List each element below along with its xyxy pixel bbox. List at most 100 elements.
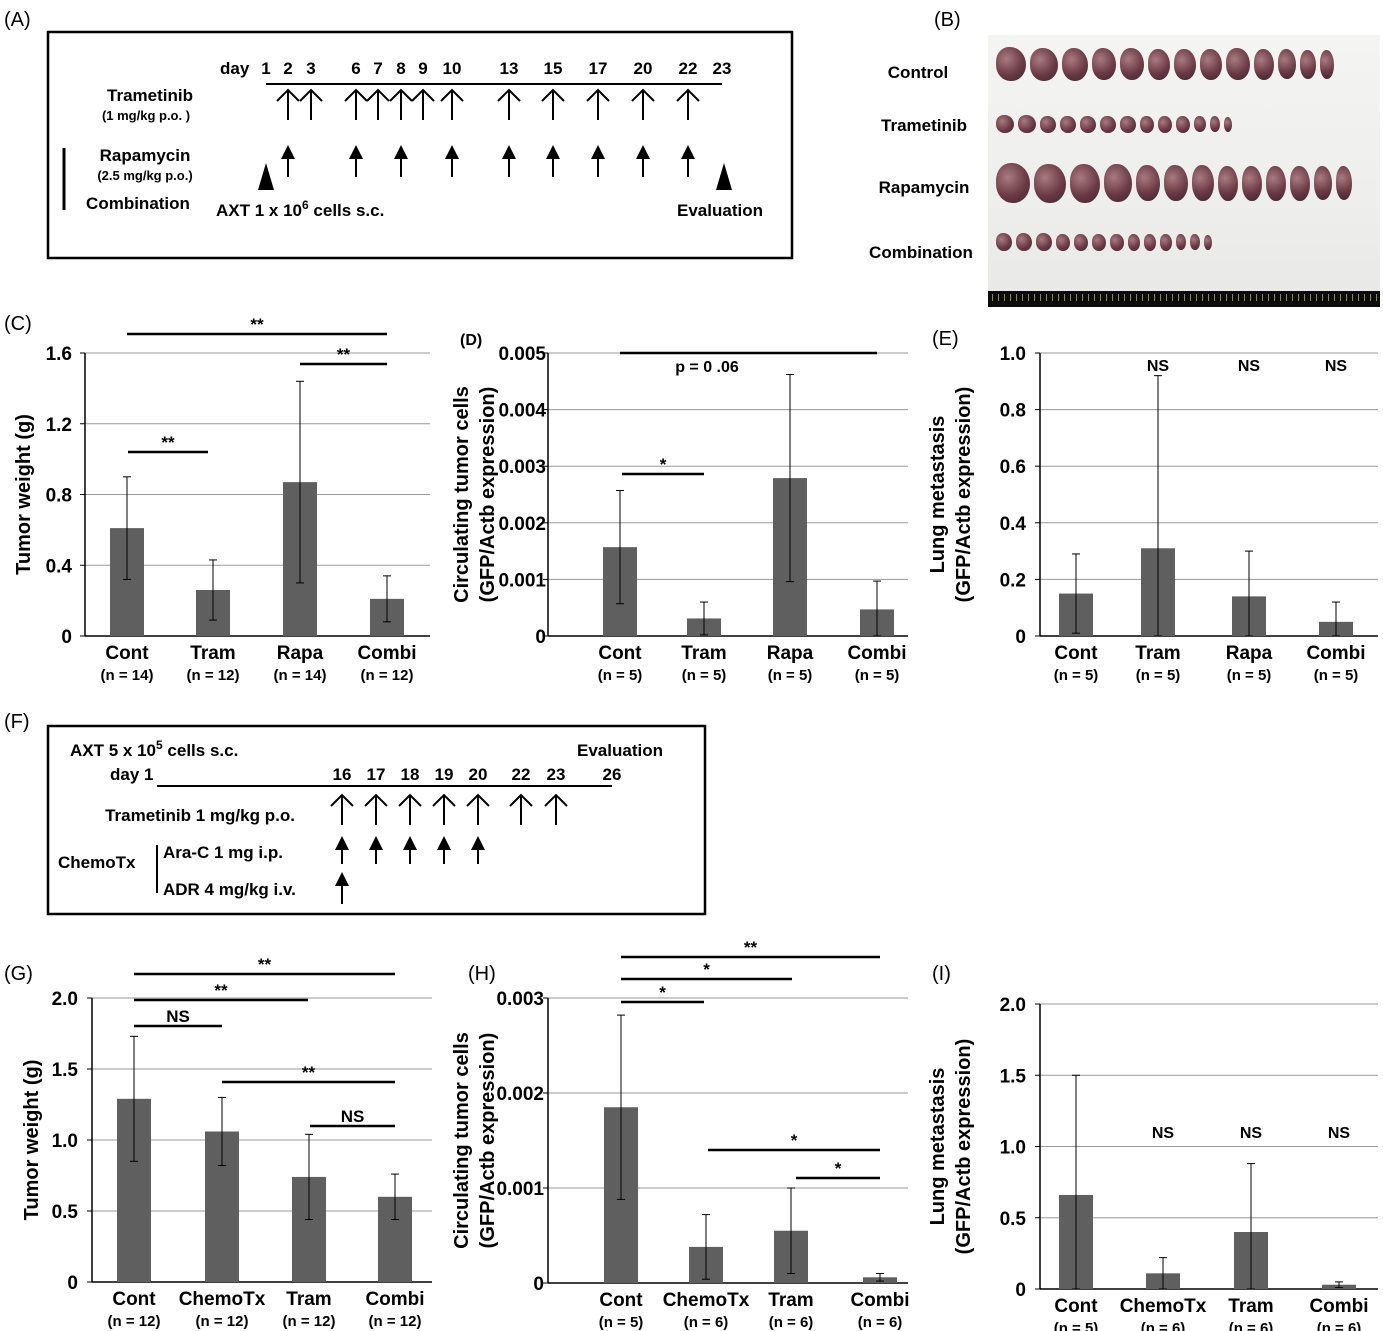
sample-size-label: (n = 5) xyxy=(855,667,900,684)
f-inoculation-label: AXT 5 x 105 cells s.c. xyxy=(70,738,238,760)
evaluation-label: Evaluation xyxy=(677,201,763,220)
y-axis-label: Circulating tumor cells xyxy=(451,1032,473,1249)
category-label: Tram xyxy=(681,643,726,664)
p-value-label: p = 0 .06 xyxy=(675,359,739,376)
chemotx-label: ChemoTx xyxy=(58,853,136,872)
y-tick-label: 0.004 xyxy=(498,401,546,422)
solid-arrow-icon xyxy=(502,145,516,177)
schedule-a-day: 1 xyxy=(261,59,270,78)
tumor-specimen xyxy=(1190,234,1200,250)
category-label: Cont xyxy=(599,1290,643,1311)
open-arrow-icon xyxy=(411,88,435,120)
chart-c-tumor-weight: 0 0.4 0.8 1.2 1.6 Tumor weight (g) Cont (n = 14… xyxy=(13,315,430,684)
schedule-a-day: 8 xyxy=(396,59,405,78)
sample-size-label: (n = 6) xyxy=(858,1314,903,1331)
tumor-specimen xyxy=(1224,116,1232,132)
tumor-specimen xyxy=(1278,49,1296,79)
sample-size-label: (n = 14) xyxy=(101,667,154,684)
schedule-a-days: 1 2 3 6 7 8 9 10 13 15 17 20 22 23 xyxy=(261,59,731,78)
sample-size-label: (n = 14) xyxy=(274,667,327,684)
tumor-photo-row xyxy=(996,115,1232,133)
y-axis-label: Circulating tumor cells xyxy=(451,386,473,603)
tumor-specimen xyxy=(1034,163,1066,203)
y-tick-label: 1.5 xyxy=(52,1060,79,1081)
tumor-specimen xyxy=(1120,115,1136,133)
sample-size-label: (n = 12) xyxy=(196,1313,249,1330)
y-axis-label: (GFP/Actb expression) xyxy=(477,1033,499,1249)
open-arrow-icon xyxy=(586,88,610,120)
rapamycin-label: Rapamycin xyxy=(100,146,191,165)
panel-label-d: (D) xyxy=(460,332,482,349)
y-axis-label: Tumor weight (g) xyxy=(21,1060,43,1221)
y-tick-label: 0.003 xyxy=(496,989,544,1010)
f-day-label: day 1 xyxy=(110,765,153,784)
sample-size-label: (n = 12) xyxy=(283,1313,336,1330)
category-label: Rapa xyxy=(1226,643,1273,664)
f-evaluation-label: Evaluation xyxy=(577,741,663,760)
sample-size-label: (n = 5) xyxy=(599,1314,644,1331)
y-tick-label: 0.8 xyxy=(1000,401,1026,422)
tumor-specimen xyxy=(1070,163,1100,203)
schedule-a-day: 20 xyxy=(634,59,653,78)
panel-label-h: (H) xyxy=(468,963,496,985)
photo-row-trametinib: Trametinib xyxy=(881,116,967,135)
tumor-specimen xyxy=(1136,165,1160,201)
schedule-a-day: 15 xyxy=(544,59,563,78)
rapamycin-dose: (2.5 mg/kg p.o.) xyxy=(97,168,192,183)
tumor-specimen xyxy=(996,163,1030,203)
sample-size-label: (n = 12) xyxy=(108,1313,161,1330)
schedule-a-day: 13 xyxy=(500,59,519,78)
schedule-a-day: 9 xyxy=(418,59,427,78)
tumor-specimen xyxy=(1336,166,1352,200)
schedule-f-day: 19 xyxy=(435,765,454,784)
solid-arrow-icon xyxy=(394,145,408,177)
schedule-a-day: 3 xyxy=(306,59,315,78)
significance-label: NS xyxy=(166,1007,190,1026)
sample-size-label: (n = 5) xyxy=(682,667,727,684)
tumor-specimen xyxy=(1290,165,1310,201)
y-axis-label: (GFP/Actb expression) xyxy=(953,1039,975,1255)
tumor-specimen xyxy=(1100,115,1116,133)
schedule-a-day: 2 xyxy=(283,59,292,78)
sample-size-label: (n = 5) xyxy=(1136,667,1181,684)
y-axis-label: Lung metastasis xyxy=(927,416,949,574)
inoculation-marker xyxy=(258,163,274,190)
tumor-specimen xyxy=(1164,165,1188,201)
open-arrow-icon xyxy=(276,88,300,120)
tumor-specimen xyxy=(1144,233,1156,251)
tumor-specimen xyxy=(1158,115,1172,133)
tumor-specimen xyxy=(1210,116,1220,132)
tumor-specimen xyxy=(1062,47,1088,81)
panel-label-e: (E) xyxy=(932,328,959,350)
solid-arrow-icon xyxy=(349,145,363,177)
y-tick-label: 0.5 xyxy=(1000,1209,1027,1230)
tumor-specimen xyxy=(1056,233,1070,251)
y-tick-label: 0.002 xyxy=(496,1084,544,1105)
schedule-a-day: 17 xyxy=(589,59,608,78)
significance-label: ** xyxy=(302,1063,316,1082)
tumor-specimen xyxy=(1176,234,1186,250)
y-tick-label: 1.2 xyxy=(46,415,72,436)
significance-label: NS xyxy=(1325,358,1348,375)
y-axis-label: Lung metastasis xyxy=(927,1068,949,1226)
trametinib-dose: (1 mg/kg p.o. ) xyxy=(102,108,190,123)
sample-size-label: (n = 12) xyxy=(361,667,414,684)
sample-size-label: (n = 6) xyxy=(769,1314,814,1331)
y-tick-label: 0 xyxy=(533,1274,544,1295)
significance-label: NS xyxy=(1147,358,1170,375)
category-label: Combi xyxy=(847,643,906,664)
tumor-specimen xyxy=(1174,48,1196,80)
tumor-specimen xyxy=(1110,233,1124,251)
schedule-f-box xyxy=(46,724,707,916)
sample-size-label: (n = 5) xyxy=(1054,1320,1099,1331)
tumor-specimen xyxy=(1074,233,1088,251)
y-axis-label: (GFP/Actb expression) xyxy=(953,387,975,603)
open-arrow-icon xyxy=(676,88,700,120)
sample-size-label: (n = 6) xyxy=(1141,1320,1186,1331)
y-tick-label: 0.001 xyxy=(498,570,546,591)
category-label: Rapa xyxy=(277,643,324,664)
significance-label: * xyxy=(703,960,710,979)
panel-label-i: (I) xyxy=(932,963,951,985)
